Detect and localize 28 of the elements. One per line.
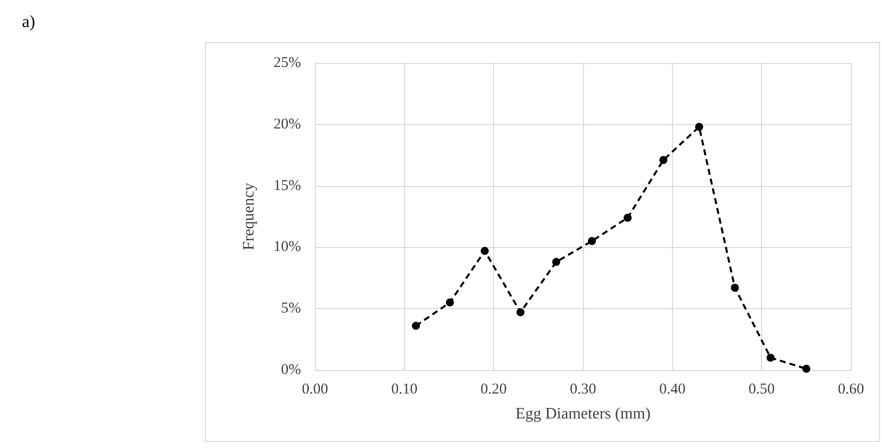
y-tick-label: 25%	[274, 55, 301, 71]
y-tick-label: 5%	[281, 300, 301, 317]
x-tick-label: 0.30	[570, 382, 596, 398]
text: a)	[22, 12, 36, 32]
point	[624, 214, 632, 222]
x-tick-label: 0.20	[480, 382, 507, 398]
point	[695, 122, 704, 131]
x-tick-label: 0.40	[659, 382, 686, 398]
point	[516, 308, 524, 316]
point	[588, 237, 596, 246]
x-tick-label: 0.50	[748, 382, 775, 398]
y-tick-label: 0%	[281, 362, 301, 378]
point	[552, 258, 560, 266]
point	[766, 354, 775, 362]
point	[446, 298, 454, 306]
point	[802, 364, 810, 373]
point	[730, 284, 739, 292]
point	[412, 322, 420, 330]
x-tick-label: 0.10	[391, 382, 418, 398]
point	[659, 156, 668, 164]
x-tick-label: 0.00	[302, 382, 328, 398]
point	[480, 246, 489, 255]
x-tick-label: 0.60	[838, 382, 864, 398]
y-tick-label: 20%	[274, 116, 301, 132]
x-axis-title: Egg Diameters (mm)	[515, 406, 651, 422]
y-axis-title: Frequency	[240, 182, 258, 250]
y-tick-label: 15%	[274, 178, 301, 194]
y-tick-label: 10%	[274, 239, 301, 256]
